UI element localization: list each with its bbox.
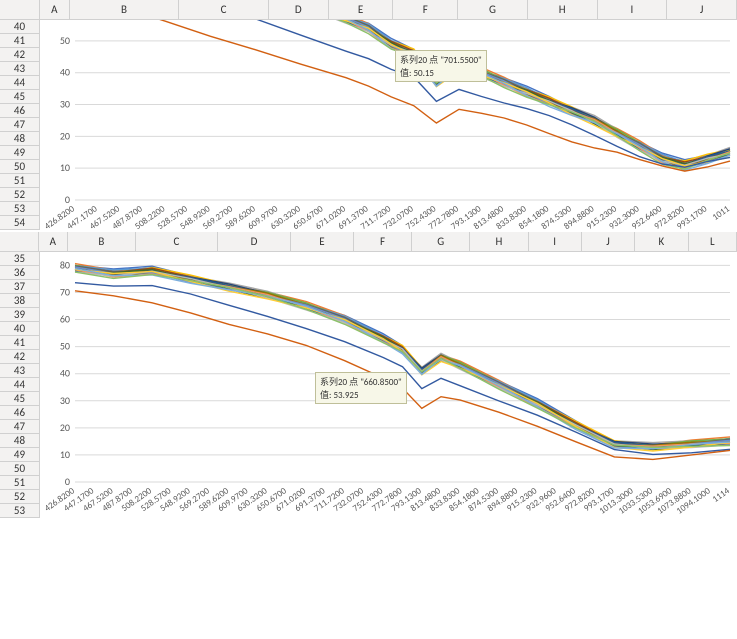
row-header[interactable]: 35 <box>0 252 39 266</box>
svg-text:10: 10 <box>60 448 70 461</box>
column-header[interactable]: J <box>582 232 635 251</box>
row-header[interactable]: 51 <box>0 174 39 188</box>
column-header[interactable]: K <box>635 232 688 251</box>
spreadsheet-section-2: aoshifu ABCDEFGHIJKL35363738394041424344… <box>0 232 737 518</box>
row-header[interactable]: 42 <box>0 48 39 62</box>
svg-text:60: 60 <box>60 313 70 326</box>
chart-series[interactable] <box>75 269 730 449</box>
svg-text:40: 40 <box>60 66 70 79</box>
row-header[interactable]: 37 <box>0 280 39 294</box>
column-header[interactable]: G <box>458 0 528 19</box>
svg-text:50: 50 <box>60 340 70 353</box>
chart-series[interactable] <box>75 266 730 448</box>
column-header[interactable]: J <box>667 0 737 19</box>
svg-text:70: 70 <box>60 285 70 298</box>
row-header[interactable]: 46 <box>0 406 39 420</box>
column-header[interactable]: F <box>393 0 458 19</box>
row-header[interactable]: 38 <box>0 294 39 308</box>
chart-tooltip: 系列20 点 "701.5500"值: 50.15 <box>395 50 487 82</box>
chart-series[interactable] <box>75 268 730 446</box>
column-header[interactable]: E <box>329 0 394 19</box>
column-header[interactable]: D <box>218 232 291 251</box>
column-header[interactable]: F <box>354 232 412 251</box>
row-header[interactable]: 42 <box>0 350 39 364</box>
spreadsheet-section-1: ABCDEFGHIJ404142434445464748495051525354… <box>0 0 737 230</box>
row-header[interactable]: 44 <box>0 378 39 392</box>
column-header[interactable]: H <box>470 232 528 251</box>
chart-series[interactable] <box>75 267 730 445</box>
column-header[interactable]: A <box>39 232 68 251</box>
chart-series[interactable] <box>75 267 730 449</box>
row-header[interactable]: 48 <box>0 132 39 146</box>
column-header[interactable]: A <box>40 0 70 19</box>
row-header[interactable]: 48 <box>0 434 39 448</box>
svg-text:80: 80 <box>60 258 70 271</box>
chart-series[interactable] <box>75 20 730 169</box>
chart-series[interactable] <box>75 271 730 448</box>
row-header[interactable]: 39 <box>0 308 39 322</box>
chart-series[interactable] <box>75 272 730 447</box>
row-header[interactable]: 49 <box>0 146 39 160</box>
svg-text:50: 50 <box>60 34 70 47</box>
svg-text:30: 30 <box>60 394 70 407</box>
row-header[interactable]: 41 <box>0 34 39 48</box>
row-header[interactable]: 50 <box>0 160 39 174</box>
row-header[interactable]: 41 <box>0 336 39 350</box>
svg-text:40: 40 <box>60 367 70 380</box>
column-header[interactable]: B <box>70 0 180 19</box>
row-header[interactable]: 45 <box>0 90 39 104</box>
chart-series[interactable] <box>75 269 730 451</box>
chart-series[interactable] <box>75 269 730 449</box>
column-header[interactable]: C <box>136 232 218 251</box>
row-header[interactable]: 47 <box>0 118 39 132</box>
row-header[interactable]: 51 <box>0 476 39 490</box>
column-header[interactable]: B <box>68 232 136 251</box>
row-header[interactable]: 46 <box>0 104 39 118</box>
svg-text:1011: 1011 <box>710 203 732 223</box>
chart-series[interactable] <box>75 20 730 166</box>
row-header[interactable]: 45 <box>0 392 39 406</box>
chart-series[interactable] <box>75 20 730 171</box>
column-header[interactable]: G <box>412 232 470 251</box>
column-header[interactable]: H <box>528 0 598 19</box>
column-header[interactable]: I <box>529 232 582 251</box>
row-header[interactable]: 40 <box>0 322 39 336</box>
row-header[interactable]: 40 <box>0 20 39 34</box>
chart-tooltip: 系列20 点 "660.8500"值: 53.925 <box>315 372 407 404</box>
row-header[interactable]: 50 <box>0 462 39 476</box>
svg-text:30: 30 <box>60 98 70 111</box>
line-chart: 01020304050426.8200447.1700467.5200487.8… <box>40 20 737 230</box>
row-header[interactable]: 52 <box>0 490 39 504</box>
column-header[interactable]: D <box>269 0 329 19</box>
column-header[interactable]: C <box>179 0 269 19</box>
row-header[interactable]: 43 <box>0 364 39 378</box>
row-header[interactable]: 47 <box>0 420 39 434</box>
row-header[interactable]: 36 <box>0 266 39 280</box>
chart-series[interactable] <box>75 270 730 446</box>
row-header[interactable]: 44 <box>0 76 39 90</box>
svg-text:10: 10 <box>60 161 70 174</box>
chart-series[interactable] <box>75 268 730 447</box>
row-header[interactable]: 49 <box>0 448 39 462</box>
row-header[interactable]: 43 <box>0 62 39 76</box>
row-header[interactable]: 53 <box>0 202 39 216</box>
row-header[interactable]: 54 <box>0 216 39 230</box>
svg-text:1114: 1114 <box>710 485 732 505</box>
chart-series[interactable] <box>75 20 730 170</box>
svg-text:20: 20 <box>60 421 70 434</box>
svg-text:20: 20 <box>60 129 70 142</box>
row-header[interactable]: 52 <box>0 188 39 202</box>
chart-series[interactable] <box>75 271 730 446</box>
row-header[interactable]: 53 <box>0 504 39 518</box>
column-header[interactable]: E <box>291 232 354 251</box>
chart-series[interactable] <box>75 269 730 444</box>
column-header[interactable]: L <box>689 232 737 251</box>
column-header[interactable]: I <box>598 0 668 19</box>
